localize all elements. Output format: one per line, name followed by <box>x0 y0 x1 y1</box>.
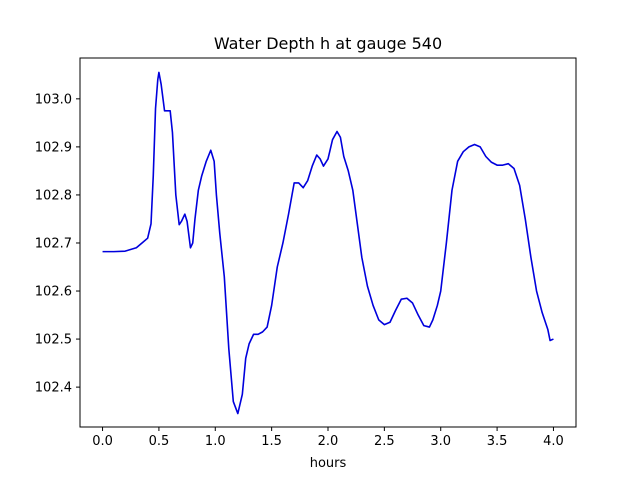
x-tick-label: 0.5 <box>149 434 170 449</box>
chart-title: Water Depth h at gauge 540 <box>214 34 442 53</box>
x-tick-label: 2.0 <box>318 434 339 449</box>
y-axis: 102.4 102.5 102.6 102.7 102.8 102.9 103.0 <box>35 92 80 396</box>
y-tick-label: 102.9 <box>35 140 72 155</box>
plot-series <box>102 71 554 415</box>
y-tick-label: 102.6 <box>35 285 72 300</box>
plot-frame <box>79 57 577 428</box>
y-tick-label: 102.5 <box>35 333 72 348</box>
x-tick-label: 4.0 <box>543 434 564 449</box>
y-tick-label: 102.8 <box>35 188 72 203</box>
y-tick-label: 103.0 <box>35 92 72 107</box>
x-tick-label: 2.5 <box>374 434 395 449</box>
x-axis-label: hours <box>310 456 347 471</box>
x-tick-label: 1.0 <box>205 434 226 449</box>
x-tick-label: 0.0 <box>92 434 113 449</box>
series-line-0 <box>102 71 554 415</box>
x-tick-label: 3.5 <box>487 434 508 449</box>
x-axis: 0.0 0.5 1.0 1.5 2.0 2.5 3.0 3.5 4.0 <box>92 427 564 449</box>
x-tick-label: 3.0 <box>430 434 451 449</box>
x-tick-label: 1.5 <box>261 434 282 449</box>
y-tick-label: 102.7 <box>35 236 72 251</box>
y-tick-label: 102.4 <box>35 381 72 396</box>
